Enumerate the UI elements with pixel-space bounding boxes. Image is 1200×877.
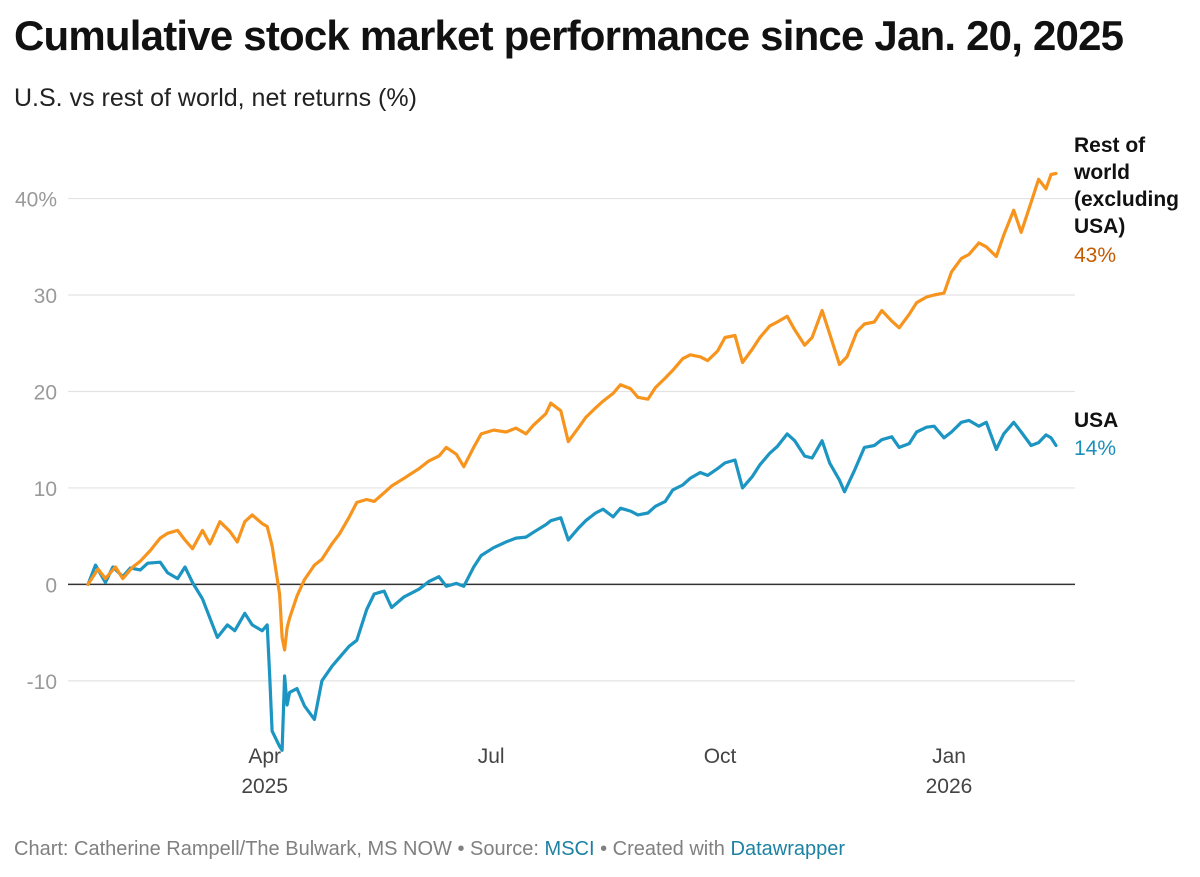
footer-credit: Chart: Catherine Rampell/The Bulwark, MS… [14,838,452,860]
series-label-rest-of-world: Rest of world (excluding USA) [1074,132,1194,240]
y-tick-label: 10 [34,478,57,501]
line-usa [86,418,1058,752]
x-tick-year-label: 2025 [241,775,288,798]
y-tick-label: 0 [45,574,57,597]
y-tick-label: 20 [34,381,57,404]
x-tick-label: Jul [478,745,505,768]
footer-created-label: Created with [612,838,731,860]
x-tick-label: Oct [704,745,737,768]
footer-separator: • [451,838,471,860]
x-axis-ticks: Apr 2025 Jul Oct Jan 2026 [241,745,972,798]
series-value-usa: 14% [1074,437,1117,460]
line-rest-of-world [86,171,1058,652]
y-tick-label: 40% [15,189,57,212]
source-link[interactable]: MSCI [544,838,595,860]
chart-footer: Chart: Catherine Rampell/The Bulwark, MS… [14,838,845,861]
series-lines [86,171,1058,752]
footer-source-label: Source: [470,838,545,860]
x-tick-label: Apr [248,745,281,768]
series-label-line: world [1074,161,1130,184]
series-label-line: USA [1074,409,1119,432]
series-label-line: USA) [1074,215,1126,238]
chart-subtitle: U.S. vs rest of world, net returns (%) [14,84,417,112]
footer-separator: • [594,838,613,860]
chart-title: Cumulative stock market performance sinc… [14,12,1124,59]
y-axis-ticks: 40% 30 20 10 0 -10 [15,189,57,694]
y-tick-label: -10 [27,671,57,694]
gridlines [68,197,1075,682]
datawrapper-link[interactable]: Datawrapper [730,838,846,860]
series-label-line: (excluding [1074,188,1180,211]
x-tick-year-label: 2026 [926,775,973,798]
y-tick-label: 30 [34,285,57,308]
series-label-usa: USA [1074,407,1194,434]
series-value-rest-of-world: 43% [1074,244,1117,267]
series-label-line: Rest of [1074,134,1146,157]
x-tick-label: Jan [932,745,966,768]
